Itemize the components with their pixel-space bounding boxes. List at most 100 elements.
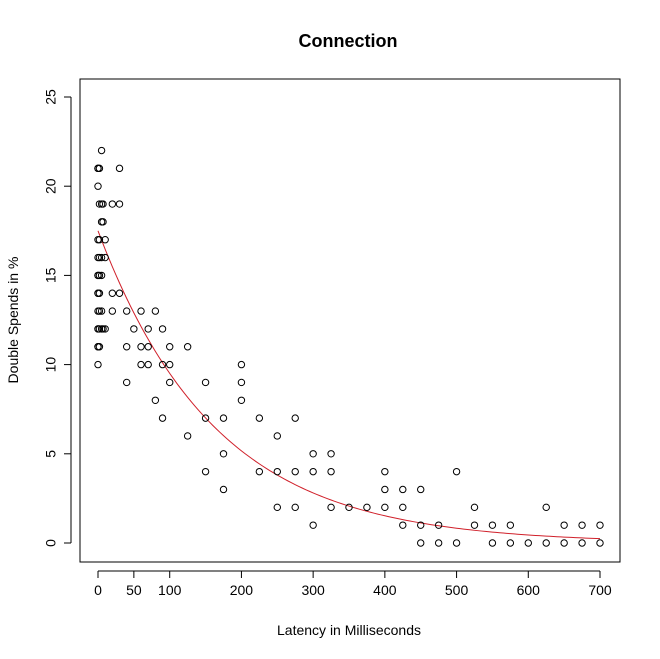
- x-tick-label-700: 700: [588, 582, 612, 598]
- data-point: [95, 236, 104, 244]
- data-point: [452, 467, 461, 476]
- data-point: [470, 503, 479, 512]
- data-point: [94, 182, 102, 190]
- x-axis: 0 50 100 200 300 400 500 600 700: [94, 570, 612, 598]
- data-point: [137, 307, 145, 315]
- data-point: [122, 378, 131, 387]
- data-point: [488, 539, 497, 547]
- data-point: [95, 164, 104, 173]
- data-point: [95, 307, 104, 315]
- data-point: [596, 539, 604, 547]
- data-point: [130, 325, 138, 333]
- data-point: [273, 432, 281, 440]
- data-point: [95, 289, 104, 297]
- data-point: [219, 414, 228, 422]
- data-point: [434, 521, 443, 529]
- data-point: [255, 467, 264, 476]
- data-point: [201, 467, 210, 476]
- data-point: [95, 253, 104, 262]
- fit-curve-layer: [97, 230, 601, 540]
- x-tick-label-100: 100: [158, 582, 182, 598]
- y-tick-label-20: 20: [43, 178, 59, 194]
- data-point: [399, 503, 407, 512]
- data-point: [417, 539, 425, 547]
- data-point: [95, 343, 104, 351]
- points-layer: [94, 146, 604, 547]
- data-point: [158, 325, 167, 333]
- x-tick-label-200: 200: [230, 582, 254, 598]
- data-point: [417, 485, 425, 494]
- data-point: [399, 521, 407, 529]
- data-point: [137, 343, 145, 351]
- data-point: [255, 414, 264, 422]
- data-point: [108, 200, 117, 208]
- data-point: [95, 200, 104, 208]
- data-point: [158, 414, 167, 422]
- data-point: [506, 539, 515, 547]
- data-point: [183, 343, 192, 351]
- data-point: [237, 360, 246, 369]
- y-tick-label-10: 10: [43, 357, 59, 373]
- data-point: [219, 485, 228, 494]
- data-point: [560, 521, 568, 529]
- data-point: [381, 485, 389, 494]
- data-point: [95, 271, 104, 280]
- data-point: [237, 378, 246, 387]
- data-point: [488, 521, 497, 529]
- data-point: [95, 325, 104, 333]
- data-point: [327, 503, 335, 512]
- plot-frame: [79, 78, 621, 563]
- data-point: [151, 307, 160, 315]
- data-point: [166, 378, 174, 387]
- data-point: [542, 503, 550, 512]
- data-point: [363, 503, 371, 512]
- data-point: [542, 539, 550, 547]
- data-point: [101, 236, 109, 244]
- data-point: [345, 503, 353, 512]
- data-point: [94, 360, 102, 369]
- data-point: [144, 360, 152, 369]
- y-tick-label-15: 15: [43, 267, 59, 283]
- x-tick-label-0: 0: [94, 582, 102, 598]
- data-point: [99, 325, 107, 333]
- data-point: [596, 521, 604, 529]
- data-point: [151, 396, 160, 404]
- x-tick-label-600: 600: [517, 582, 541, 598]
- x-tick-label-500: 500: [445, 582, 469, 598]
- data-point: [219, 450, 228, 458]
- data-point: [101, 325, 109, 333]
- y-tick-label-25: 25: [43, 89, 59, 105]
- data-point: [99, 218, 107, 226]
- fit-curve: [97, 230, 601, 540]
- data-point: [327, 450, 335, 458]
- data-point: [524, 539, 532, 547]
- y-axis-label: Double Spends in %: [5, 257, 21, 384]
- data-point: [166, 360, 174, 369]
- y-tick-label-0: 0: [43, 539, 59, 547]
- data-point: [452, 539, 461, 547]
- data-point: [273, 503, 281, 512]
- data-point: [108, 307, 117, 315]
- data-point: [115, 164, 124, 173]
- data-point: [144, 325, 152, 333]
- y-axis: 0 5 10 15 20 25: [43, 89, 72, 547]
- data-point: [115, 289, 124, 297]
- data-point: [273, 467, 281, 476]
- data-point: [470, 521, 479, 529]
- data-point: [99, 200, 107, 208]
- data-point: [97, 146, 106, 155]
- data-point: [108, 289, 117, 297]
- data-point: [578, 521, 586, 529]
- x-tick-label-50: 50: [126, 582, 142, 598]
- data-point: [97, 307, 106, 315]
- data-point: [101, 253, 109, 262]
- data-point: [97, 271, 106, 280]
- chart-title: Connection: [299, 31, 398, 51]
- data-point: [291, 414, 299, 422]
- data-point: [327, 467, 335, 476]
- data-point: [201, 414, 210, 422]
- data-point: [381, 467, 389, 476]
- data-point: [399, 485, 407, 494]
- data-point: [578, 539, 586, 547]
